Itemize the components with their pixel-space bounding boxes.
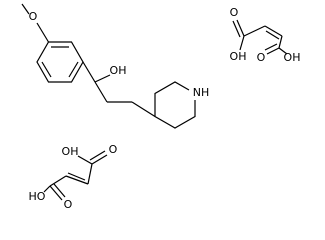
bond <box>82 61 96 83</box>
bond <box>236 19 245 37</box>
bond <box>232 20 241 38</box>
bond <box>266 47 280 55</box>
atom-label: O <box>230 6 239 19</box>
piperidine-ring <box>154 81 196 129</box>
bond <box>87 163 93 185</box>
bond <box>91 154 108 165</box>
bond <box>94 74 111 83</box>
bond <box>53 183 66 198</box>
bond <box>41 61 52 78</box>
bond <box>49 175 67 187</box>
bond <box>265 30 280 40</box>
bond <box>89 150 106 161</box>
bond <box>264 43 278 51</box>
atom-label: HO <box>29 190 46 203</box>
page: {"molecules": [ {"labels": ["O", "OH", "… <box>21 3 301 211</box>
atom-label: OH <box>230 50 247 63</box>
bond <box>77 155 93 165</box>
bond <box>67 172 86 181</box>
atom-label: OH <box>62 145 79 158</box>
atom-label: O <box>109 143 118 156</box>
bond <box>278 35 283 49</box>
bond <box>243 25 266 37</box>
molecule: O OH NH <box>21 3 210 129</box>
benzene-ring <box>36 41 84 83</box>
molecule: OH O HO O <box>29 143 118 211</box>
atom-label: O <box>29 10 38 23</box>
bond <box>43 185 51 193</box>
bond <box>264 25 283 37</box>
structure-diagram: O OH NH O OH O OH OH O HO O <box>21 3 301 211</box>
bond <box>239 35 245 51</box>
atom-label: OH <box>284 51 301 64</box>
bond <box>68 61 79 78</box>
atom-label: NH <box>193 86 210 99</box>
bond <box>278 47 288 55</box>
atom-label: O <box>64 198 73 211</box>
atom-label: OH <box>110 64 127 77</box>
molecule: O OH O OH <box>230 6 301 64</box>
atom-label: O <box>257 51 266 64</box>
bond <box>21 3 30 15</box>
bond <box>49 185 63 201</box>
bond <box>94 81 108 103</box>
bond <box>65 175 89 185</box>
bond <box>131 101 156 118</box>
bond <box>36 22 50 43</box>
